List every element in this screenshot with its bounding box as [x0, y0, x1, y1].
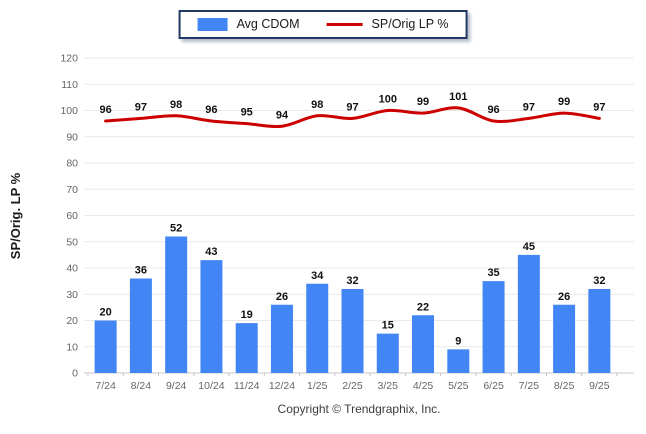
bar-value-label: 19: [241, 309, 253, 321]
line-value-label: 97: [135, 101, 147, 113]
bar-avg-cdom: [588, 289, 611, 373]
y-tick-label: 90: [66, 131, 78, 143]
x-tick-label: 9/25: [589, 380, 610, 392]
bar-avg-cdom: [306, 283, 329, 373]
x-tick-label: 7/24: [95, 380, 116, 392]
legend-line-swatch: [326, 22, 363, 26]
y-axis-title: SP/Orig. LP %: [8, 172, 23, 259]
bar-avg-cdom: [412, 315, 435, 373]
x-tick-label: 7/25: [519, 380, 540, 392]
y-tick-label: 100: [60, 105, 78, 117]
y-tick-label: 120: [60, 53, 78, 65]
line-value-label: 96: [100, 104, 112, 116]
legend-label-avg-cdom: Avg CDOM: [236, 17, 300, 31]
line-value-label: 94: [276, 109, 289, 121]
x-tick-label: 6/25: [483, 380, 504, 392]
bar-avg-cdom: [482, 281, 505, 373]
x-tick-label: 12/24: [269, 380, 295, 392]
line-value-label: 98: [170, 99, 182, 111]
legend-label-sp-orig-lp: SP/Orig LP %: [371, 17, 449, 31]
x-tick-label: 4/25: [413, 380, 434, 392]
x-tick-label: 11/24: [234, 380, 260, 392]
bar-value-label: 32: [346, 275, 358, 287]
line-value-label: 101: [449, 91, 467, 103]
bar-value-label: 43: [205, 246, 217, 258]
y-tick-label: 60: [66, 210, 78, 222]
y-tick-label: 50: [66, 236, 78, 248]
y-tick-label: 40: [66, 263, 78, 275]
bar-value-label: 36: [135, 265, 147, 277]
bar-avg-cdom: [341, 289, 364, 373]
bar-value-label: 34: [311, 270, 324, 282]
bar-value-label: 52: [170, 223, 182, 235]
bar-avg-cdom: [235, 323, 258, 373]
trend-line-layer: [104, 106, 601, 129]
y-tick-label: 80: [66, 158, 78, 170]
line-value-label: 97: [593, 101, 605, 113]
y-tick-label: 20: [66, 315, 78, 327]
line-value-label: 97: [523, 101, 535, 113]
data-labels-layer: 20 36 52 43 19 26 34 32 15 22 9 35 45 26 32 96 97 98 96 95 9…: [100, 91, 606, 348]
line-value-label: 99: [417, 96, 429, 108]
bar-avg-cdom: [270, 304, 293, 373]
line-value-label: 96: [487, 104, 499, 116]
bar-avg-cdom: [447, 349, 470, 373]
line-value-label: 95: [241, 107, 253, 119]
x-tick-label: 8/25: [554, 380, 575, 392]
bar-avg-cdom: [200, 260, 223, 373]
legend-bar-swatch: [197, 17, 228, 31]
copyright-text: Copyright © Trendgraphix, Inc.: [277, 402, 441, 416]
bar-value-label: 20: [100, 307, 112, 319]
bar-avg-cdom: [165, 236, 188, 373]
x-tick-label: 8/24: [131, 380, 152, 392]
x-tick-label: 3/25: [378, 380, 399, 392]
y-tick-label: 30: [66, 289, 78, 301]
line-value-label: 96: [205, 104, 217, 116]
sp-orig-lp-trend-line: [104, 106, 601, 129]
bar-avg-cdom: [517, 254, 540, 373]
bar-value-label: 32: [593, 275, 605, 287]
x-tick-label: 9/24: [166, 380, 187, 392]
axis-labels-layer: 0 10 20 30 40 50 60 70 80 90 100 110 120 7/24 8/24 9/24…: [60, 53, 618, 392]
y-tick-label: 0: [72, 368, 78, 380]
bar-value-label: 45: [523, 241, 535, 253]
bar-value-label: 26: [558, 291, 570, 303]
bar-avg-cdom: [376, 333, 399, 373]
bar-avg-cdom: [553, 304, 576, 373]
bars-layer: [94, 236, 611, 373]
bar-value-label: 35: [487, 267, 499, 279]
line-value-label: 99: [558, 96, 570, 108]
line-value-label: 97: [346, 101, 358, 113]
line-value-label: 98: [311, 99, 323, 111]
bar-value-label: 26: [276, 291, 288, 303]
y-tick-label: 110: [61, 79, 78, 91]
bar-avg-cdom: [129, 278, 152, 373]
y-tick-label: 70: [66, 184, 78, 196]
bar-value-label: 22: [417, 301, 429, 313]
y-tick-label: 10: [66, 341, 78, 353]
bar-value-label: 15: [382, 320, 394, 332]
bar-avg-cdom: [94, 320, 117, 373]
bar-value-label: 9: [455, 335, 461, 347]
x-tick-label: 10/24: [198, 380, 224, 392]
x-tick-label: 2/25: [342, 380, 363, 392]
legend: Avg CDOM SP/Orig LP %: [178, 10, 468, 39]
line-value-label: 100: [379, 94, 397, 106]
x-tick-label: 1/25: [307, 380, 328, 392]
x-tick-label: 5/25: [448, 380, 469, 392]
